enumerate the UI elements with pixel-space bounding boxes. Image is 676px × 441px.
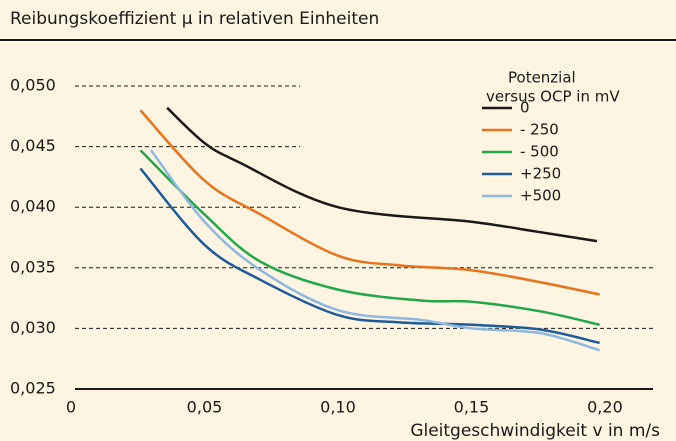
x-tick-label: 0,05 <box>187 398 223 417</box>
legend-title: Potenzial <box>508 69 576 87</box>
legend-label: - 500 <box>520 143 559 161</box>
legend-label: - 250 <box>520 121 559 139</box>
legend-title: versus OCP in mV <box>486 88 620 106</box>
legend-label: +500 <box>520 187 561 205</box>
line-series <box>150 149 600 352</box>
legend-label: +250 <box>520 165 561 183</box>
y-tick-label: 0,035 <box>10 257 56 276</box>
x-axis-label: Gleitgeschwindigkeit v in m/s <box>410 421 660 441</box>
x-tick-label: 0,10 <box>320 398 356 417</box>
chart-title: Reibungskoeffizient μ in relativen Einhe… <box>10 9 379 29</box>
line-series <box>139 167 600 345</box>
y-tick-label: 0,050 <box>10 76 56 95</box>
legend-label: 0 <box>520 99 530 117</box>
y-tick-label: 0,040 <box>10 197 56 216</box>
line-series <box>139 149 600 326</box>
line-series <box>166 106 598 243</box>
legend-background <box>300 60 670 220</box>
x-tick-label: 0 <box>66 398 76 417</box>
line-series <box>139 109 600 296</box>
x-tick-label: 0,15 <box>454 398 490 417</box>
y-tick-label: 0,025 <box>10 379 56 398</box>
x-tick-label: 0,20 <box>587 398 623 417</box>
plot <box>139 106 600 352</box>
y-tick-label: 0,030 <box>10 318 56 337</box>
y-tick-label: 0,045 <box>10 136 56 155</box>
